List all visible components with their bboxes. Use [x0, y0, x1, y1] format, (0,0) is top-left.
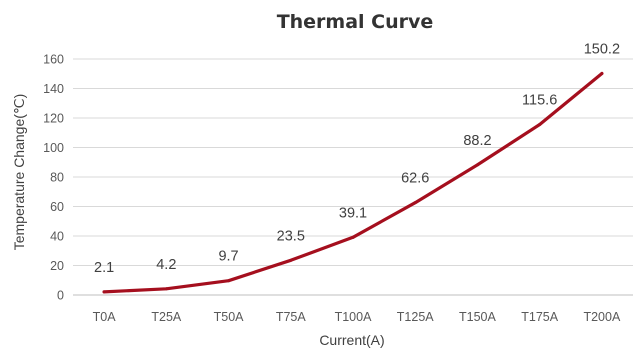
- data-point: [102, 290, 106, 294]
- data-point: [227, 279, 231, 283]
- x-tick-label: T25A: [151, 310, 182, 324]
- y-tick-label: 40: [50, 230, 64, 244]
- series-layer: [102, 71, 604, 294]
- data-point: [164, 287, 168, 291]
- y-tick-label: 20: [50, 259, 64, 273]
- data-point: [351, 235, 355, 239]
- data-label: 88.2: [463, 133, 491, 149]
- y-tick-label: 80: [50, 171, 64, 185]
- x-tick-label: T0A: [93, 310, 117, 324]
- chart-title: Thermal Curve: [277, 11, 434, 33]
- data-point: [413, 201, 417, 205]
- y-axis-label: Temperature Change(℃): [11, 94, 27, 251]
- data-point: [289, 258, 293, 262]
- data-label: 2.1: [94, 260, 114, 276]
- data-point: [475, 163, 479, 167]
- data-labels: 2.1 4.2 9.7 23.5 39.1 62.6 88.2 115.6 150.2: [94, 41, 620, 275]
- y-tick-label: 60: [50, 200, 64, 214]
- y-tick-label: 120: [43, 112, 64, 126]
- x-tick-label: T150A: [459, 310, 496, 324]
- x-tick-label: T200A: [583, 310, 620, 324]
- data-point: [538, 122, 542, 126]
- data-label: 62.6: [401, 171, 429, 187]
- data-label: 150.2: [584, 41, 620, 57]
- x-axis-label: Current(A): [319, 332, 384, 348]
- y-axis-ticks: 0 20 40 60 80 100 120 140 160: [43, 53, 64, 303]
- y-tick-label: 140: [43, 82, 64, 96]
- x-tick-label: T125A: [397, 310, 434, 324]
- gridlines: [73, 58, 633, 296]
- x-tick-label: T100A: [335, 310, 372, 324]
- data-label: 9.7: [218, 249, 238, 265]
- data-label: 23.5: [277, 228, 305, 244]
- x-tick-label: T75A: [276, 310, 307, 324]
- x-tick-label: T50A: [214, 310, 245, 324]
- x-tick-label: T175A: [521, 310, 558, 324]
- data-point: [600, 71, 604, 75]
- y-tick-label: 100: [43, 141, 64, 155]
- y-tick-label: 160: [43, 53, 64, 67]
- x-axis-ticks: T0A T25A T50A T75A T100A T125A T150A T175A T200A: [93, 310, 621, 324]
- data-label: 115.6: [522, 92, 557, 108]
- data-label: 4.2: [156, 257, 176, 273]
- data-label: 39.1: [339, 205, 367, 221]
- y-tick-label: 0: [57, 289, 64, 303]
